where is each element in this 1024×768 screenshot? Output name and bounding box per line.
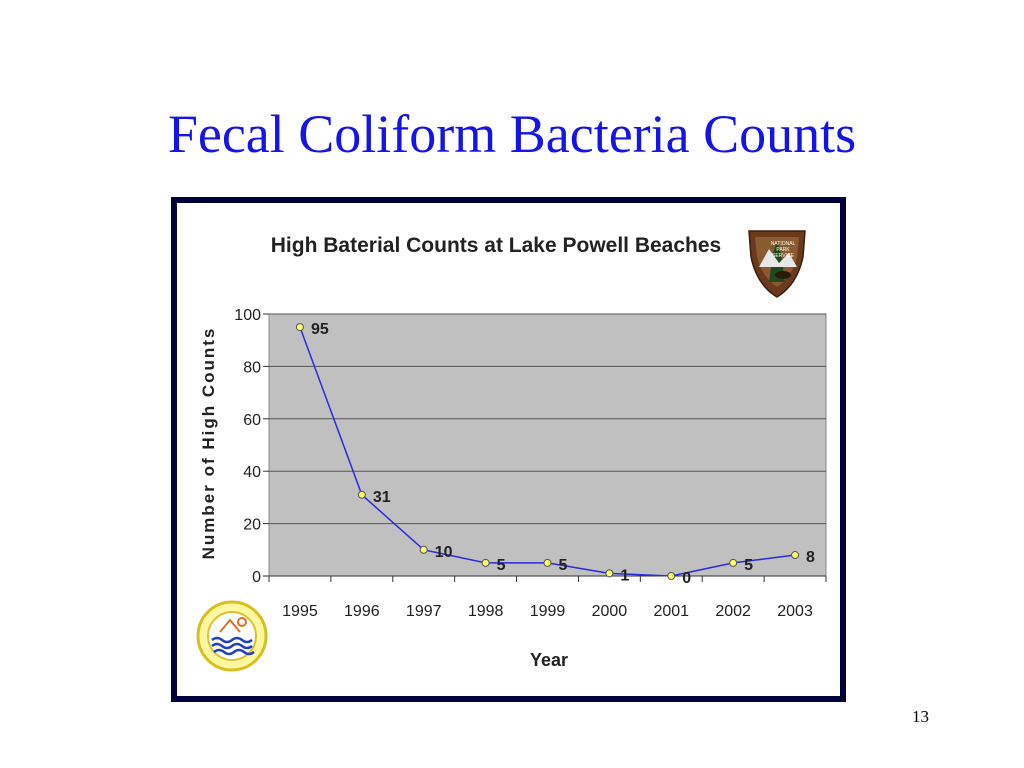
data-point bbox=[419, 545, 428, 554]
x-tick-label: 1998 bbox=[468, 603, 504, 620]
x-tick-label: 2001 bbox=[653, 603, 689, 620]
y-axis-label: Number of High Counts bbox=[199, 327, 218, 560]
x-tick-label: 1997 bbox=[406, 603, 442, 620]
data-label: 31 bbox=[373, 489, 391, 506]
y-tick-label: 20 bbox=[243, 517, 261, 534]
data-point bbox=[605, 569, 614, 578]
data-label: 8 bbox=[806, 549, 815, 566]
y-tick-label: 40 bbox=[243, 464, 261, 481]
data-label: 5 bbox=[744, 557, 753, 574]
data-label: 0 bbox=[682, 570, 691, 587]
water-quality-program-seal-icon bbox=[196, 600, 268, 672]
x-tick-label: 1995 bbox=[282, 603, 318, 620]
chart-area: High Baterial Counts at Lake Powell Beac… bbox=[177, 203, 840, 696]
plot-background bbox=[268, 313, 827, 577]
x-axis-label: Year bbox=[530, 650, 568, 670]
data-point bbox=[357, 490, 366, 499]
line-chart: High Baterial Counts at Lake Powell Beac… bbox=[196, 230, 827, 672]
national-park-service-arrowhead-icon: NATIONAL PARK SERVICE bbox=[748, 230, 806, 298]
data-point bbox=[543, 558, 552, 567]
data-point bbox=[791, 551, 800, 560]
data-point bbox=[729, 558, 738, 567]
slide-number: 13 bbox=[912, 707, 929, 726]
y-tick-label: 100 bbox=[234, 307, 261, 324]
x-tick-label: 1996 bbox=[344, 603, 380, 620]
data-label: 5 bbox=[497, 557, 506, 574]
chart-title: High Baterial Counts at Lake Powell Beac… bbox=[271, 234, 721, 257]
svg-text:SERVICE: SERVICE bbox=[772, 253, 795, 259]
slide-title: Fecal Coliform Bacteria Counts bbox=[167, 104, 857, 164]
x-tick-label: 1999 bbox=[530, 603, 566, 620]
data-point bbox=[295, 323, 304, 332]
x-tick-label: 2000 bbox=[592, 603, 628, 620]
svg-text:NATIONAL: NATIONAL bbox=[771, 241, 796, 247]
data-point bbox=[667, 572, 676, 580]
y-tick-label: 60 bbox=[243, 412, 261, 429]
data-label: 1 bbox=[620, 567, 629, 584]
y-tick-label: 0 bbox=[252, 569, 261, 586]
x-tick-label: 2002 bbox=[715, 603, 751, 620]
data-label: 10 bbox=[435, 544, 453, 561]
data-point bbox=[481, 558, 490, 567]
data-label: 95 bbox=[311, 321, 329, 338]
data-label: 5 bbox=[559, 557, 568, 574]
x-tick-label: 2003 bbox=[777, 603, 813, 620]
chart-frame: High Baterial Counts at Lake Powell Beac… bbox=[171, 197, 846, 702]
y-tick-label: 80 bbox=[243, 359, 261, 376]
svg-text:PARK: PARK bbox=[776, 247, 790, 253]
